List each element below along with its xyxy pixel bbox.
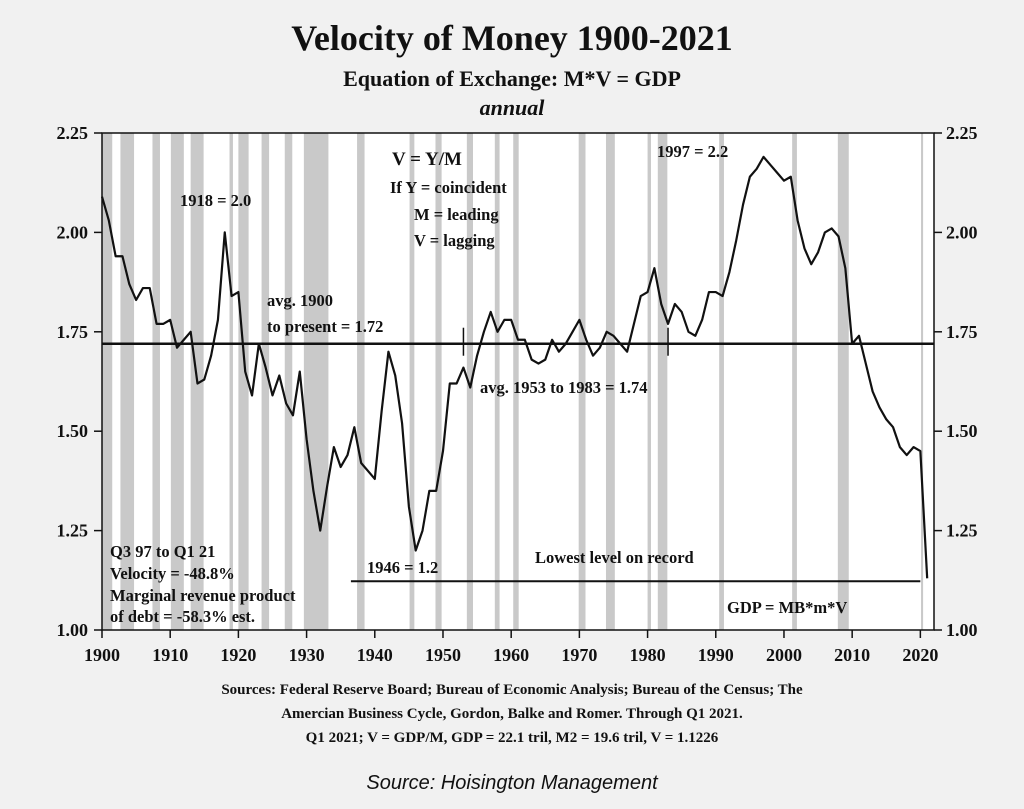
- x-tick-label: 1970: [561, 645, 597, 665]
- chart-title: Velocity of Money 1900-2021: [291, 18, 733, 58]
- recession-band: [102, 133, 113, 630]
- annotation: M = leading: [414, 205, 499, 224]
- annotation: Lowest level on record: [535, 548, 694, 567]
- recession-band: [284, 133, 293, 630]
- y2-tick-label: 2.25: [946, 123, 978, 143]
- recession-band: [921, 133, 924, 630]
- recession-band: [238, 133, 249, 630]
- annotation: 1946 = 1.2: [367, 558, 438, 577]
- annotation: avg. 1900: [267, 291, 333, 310]
- marks: [100, 155, 934, 583]
- x-tick-label: 1990: [698, 645, 734, 665]
- x-tick-label: 1940: [357, 645, 393, 665]
- x-tick-label: 2000: [766, 645, 802, 665]
- recession-band: [170, 133, 184, 630]
- recession-band: [494, 133, 500, 630]
- recession-band: [466, 133, 473, 630]
- y2-tick-label: 1.75: [946, 322, 978, 342]
- x-tick-label: 1960: [493, 645, 529, 665]
- annotation: avg. 1953 to 1983 = 1.74: [480, 378, 648, 397]
- annotations: 1918 = 2.0 V = Y/M If Y = coincident M =…: [110, 142, 847, 626]
- x-tick-label: 1930: [289, 645, 325, 665]
- recession-band: [357, 133, 365, 630]
- y2-tick-label: 1.00: [946, 620, 978, 640]
- recession-band: [435, 133, 442, 630]
- recession-band: [719, 133, 724, 630]
- annotation: GDP = MB*m*V: [727, 598, 847, 617]
- y-tick-label: 1.00: [57, 620, 89, 640]
- y-tick-label: 1.25: [57, 521, 89, 541]
- y2-tick-label: 1.50: [946, 421, 978, 441]
- source-note: Amercian Business Cycle, Gordon, Balke a…: [281, 706, 743, 722]
- y-tick-label: 1.50: [57, 421, 89, 441]
- recession-band: [837, 133, 849, 630]
- y-tick-label: 2.00: [57, 222, 89, 242]
- annotation: to present = 1.72: [267, 317, 383, 336]
- x-tick-label: 2020: [902, 645, 938, 665]
- source-note: Q1 2021; V = GDP/M, GDP = 22.1 tril, M2 …: [306, 730, 719, 746]
- recession-band: [261, 133, 270, 630]
- annotation: Velocity = -48.8%: [110, 564, 235, 583]
- annotation: If Y = coincident: [390, 178, 507, 197]
- x-tick-label: 2010: [834, 645, 870, 665]
- x-tick-label: 1910: [152, 645, 188, 665]
- annotation: Marginal revenue product: [110, 586, 296, 605]
- recession-band: [409, 133, 415, 630]
- frequency-label: annual: [480, 95, 546, 120]
- recession-band: [647, 133, 651, 630]
- x-tick-label: 1920: [220, 645, 256, 665]
- x-tick-label: 1950: [425, 645, 461, 665]
- recession-band: [152, 133, 160, 630]
- annotation: Q3 97 to Q1 21: [110, 542, 215, 561]
- recession-band: [792, 133, 797, 630]
- annotation: 1997 = 2.2: [657, 142, 728, 161]
- y-tick-label: 2.25: [57, 123, 89, 143]
- recession-band: [513, 133, 519, 630]
- x-tick-label: 1980: [630, 645, 666, 665]
- annotation: V = Y/M: [392, 149, 462, 170]
- recession-band: [229, 133, 233, 630]
- recession-band: [657, 133, 668, 630]
- annotation: of debt = -58.3% est.: [110, 607, 255, 626]
- credit: Source: Hoisington Management: [366, 772, 659, 794]
- annotation: 1918 = 2.0: [180, 191, 251, 210]
- velocity-line: [100, 155, 929, 579]
- y2-tick-label: 2.00: [946, 222, 978, 242]
- source-note: Sources: Federal Reserve Board; Bureau o…: [221, 682, 803, 698]
- annotation: V = lagging: [414, 231, 495, 250]
- x-tick-label: 1900: [84, 645, 120, 665]
- y-tick-label: 1.75: [57, 322, 89, 342]
- recession-band: [303, 133, 329, 630]
- recession-band: [578, 133, 586, 630]
- y2-tick-label: 1.25: [946, 521, 978, 541]
- chart-subtitle: Equation of Exchange: M*V = GDP: [343, 66, 681, 91]
- plot-frame: [101, 132, 935, 631]
- recession-band: [605, 133, 615, 630]
